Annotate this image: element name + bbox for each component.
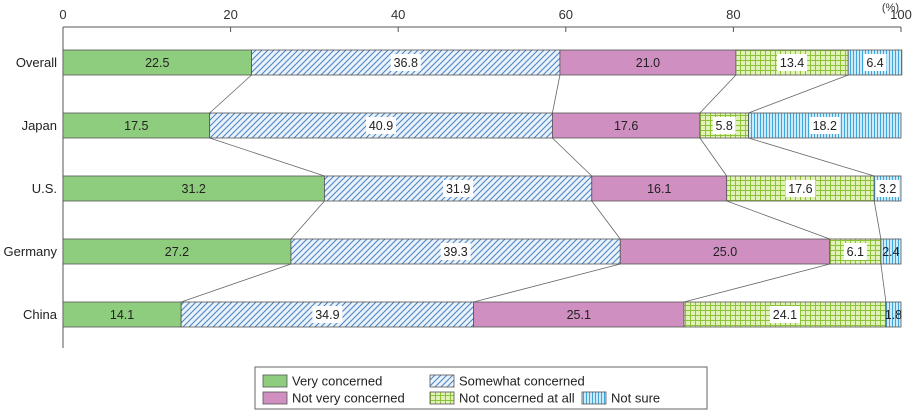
connector-line (551, 74, 561, 114)
connector-line (699, 74, 737, 114)
bar-segment (473, 301, 685, 328)
data-label-bg (843, 243, 867, 260)
legend-swatch (581, 391, 607, 405)
connector-line (290, 200, 325, 240)
connector-line (748, 137, 875, 177)
data-label-bg (777, 54, 808, 71)
connector-line (591, 200, 621, 240)
data-label: 1.8 (885, 308, 902, 322)
data-label-bg (443, 180, 474, 197)
bar-segment (880, 238, 902, 265)
legend-swatch (429, 374, 455, 388)
category-label: Overall (16, 55, 57, 70)
category-label: Japan (22, 118, 57, 133)
legend-label: Not sure (611, 391, 660, 406)
legend-swatch (429, 391, 455, 405)
data-label-bg (876, 180, 900, 197)
x-axis: 0 20 40 60 80 100(%) (59, 2, 912, 348)
connector-line (699, 137, 728, 177)
connector-lines (181, 74, 887, 303)
legend-swatch (262, 374, 288, 388)
connector-line (473, 263, 621, 303)
connector-line (880, 263, 887, 303)
data-label: 16.1 (647, 182, 671, 196)
data-label: 17.6 (788, 182, 812, 196)
data-label-bg (390, 54, 421, 71)
data-label: 34.9 (315, 308, 339, 322)
data-label-bg (366, 117, 397, 134)
data-label: 39.3 (443, 245, 467, 259)
category-label: China (23, 307, 58, 322)
connector-line (209, 74, 252, 114)
category-label: U.S. (32, 181, 57, 196)
data-label: 18.2 (813, 119, 837, 133)
data-label: 13.4 (780, 56, 804, 70)
x-tick-label: 40 (391, 7, 405, 22)
data-label: 17.6 (614, 119, 638, 133)
data-label: 22.5 (145, 56, 169, 70)
x-tick-label: 60 (559, 7, 573, 22)
data-label: 6.4 (866, 56, 883, 70)
data-label-bg (769, 306, 800, 323)
legend-box (254, 366, 708, 410)
x-tick-label: 100 (890, 7, 912, 22)
category-label: Germany (4, 244, 58, 259)
bar-segment (62, 112, 211, 139)
data-label: 27.2 (165, 245, 189, 259)
data-label: 17.5 (124, 119, 148, 133)
data-label: 6.1 (847, 245, 864, 259)
data-label: 21.0 (636, 56, 660, 70)
data-label: 31.9 (446, 182, 470, 196)
x-tick-label: 0 (59, 7, 66, 22)
x-tick-label: 80 (726, 7, 740, 22)
data-label-bg (440, 243, 471, 260)
data-label: 36.8 (394, 56, 418, 70)
x-tick-label: 20 (223, 7, 237, 22)
connector-line (683, 263, 830, 303)
data-label: 31.2 (182, 182, 206, 196)
data-label-bg (712, 117, 736, 134)
data-label-bg (809, 117, 840, 134)
data-label-bg (312, 306, 343, 323)
data-label-bg (863, 54, 887, 71)
bar-segment (619, 238, 831, 265)
bar-segment (559, 49, 737, 76)
connector-line (181, 263, 292, 303)
connector-line (552, 137, 593, 177)
data-label: 14.1 (110, 308, 134, 322)
bar-segment (591, 175, 728, 202)
legend-label: Not concerned at all (459, 391, 575, 406)
data-label: 25.1 (567, 308, 591, 322)
data-label-bg (785, 180, 816, 197)
bar-segment (62, 175, 325, 202)
connector-line (209, 137, 325, 177)
connector-line (873, 200, 882, 240)
connector-line (748, 74, 849, 114)
data-label: 40.9 (369, 119, 393, 133)
data-label: 5.8 (715, 119, 732, 133)
connector-line (726, 200, 830, 240)
data-label: 2.4 (882, 245, 899, 259)
unit-label: (%) (882, 2, 899, 14)
legend-swatch (262, 391, 288, 405)
data-label: 25.0 (713, 245, 737, 259)
legend-label: Not very concerned (292, 391, 405, 406)
legend-label: Somewhat concerned (459, 374, 585, 389)
labels: Overall 22.5 36.8 21.0 13.4 6.4 Japan 17.5 40.9 1… (4, 54, 902, 323)
bar-segment (885, 301, 902, 328)
legend-label: Very concerned (292, 374, 382, 389)
data-label: 3.2 (879, 182, 896, 196)
legend: Very concerned Somewhat concerned Not very… (254, 366, 708, 410)
data-label: 24.1 (773, 308, 797, 322)
